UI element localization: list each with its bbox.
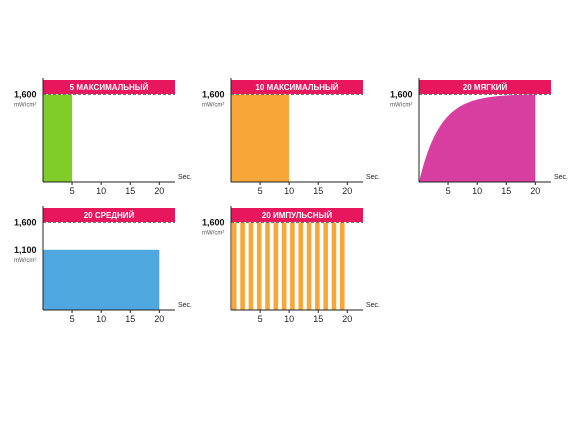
x-axis-label: Sec. [366, 302, 380, 309]
y-tick-label: 1,100 [14, 245, 37, 255]
y-tick-label: 1,600 [390, 89, 413, 99]
chart-title: 20 МЯГКИЙ [463, 83, 508, 92]
chart-panel: 5 МАКСИМАЛЬНЫЙ 5 10 15 20 Sec. 1,600 mW/cm² [14, 78, 192, 196]
x-tick-label: 10 [472, 186, 482, 196]
intensity-area [43, 94, 73, 182]
pulse-bar [281, 222, 287, 310]
chart-title: 20 ИМПУЛЬСНЫЙ [262, 211, 333, 220]
pulse-bar [290, 222, 295, 310]
intensity-area [419, 94, 536, 182]
chart-title-banner [43, 208, 175, 222]
x-tick-label: 5 [446, 186, 451, 196]
y-unit-label: mW/cm² [390, 102, 412, 108]
pulse-bar [298, 222, 304, 310]
y-tick-label: 1,600 [202, 217, 225, 227]
chart-title-banner [231, 208, 363, 222]
chart-panel: 10 МАКСИМАЛЬНЫЙ 5 10 15 20 Sec. 1,600 mW/cm² [202, 78, 380, 196]
pulse-bar [339, 222, 345, 310]
chart-panel: 20 МЯГКИЙ 5 10 15 20 Sec. 1,600 mW/cm² [390, 78, 568, 196]
pulse-bar [248, 222, 254, 310]
chart-title-banner [231, 80, 363, 94]
intensity-area [231, 94, 290, 182]
intensity-area [43, 249, 160, 310]
chart-title: 5 МАКСИМАЛЬНЫЙ [70, 83, 149, 92]
y-tick-label: 1,600 [202, 89, 225, 99]
x-tick-label: 20 [154, 186, 164, 196]
x-tick-label: 10 [96, 186, 106, 196]
pulse-bar [323, 222, 328, 310]
x-tick-label: 10 [284, 186, 294, 196]
x-tick-label: 5 [70, 186, 75, 196]
y-unit-label: mW/cm² [202, 102, 224, 108]
x-tick-label: 15 [313, 314, 323, 324]
x-tick-label: 15 [501, 186, 511, 196]
x-axis-label: Sec. [178, 302, 192, 309]
y-tick-label: 1,600 [14, 217, 37, 227]
chart-title: 10 МАКСИМАЛЬНЫЙ [255, 83, 338, 92]
x-tick-label: 10 [96, 314, 106, 324]
x-tick-label: 15 [125, 186, 135, 196]
y-unit-label: mW/cm² [14, 258, 36, 264]
pulse-bar [306, 222, 312, 310]
x-tick-label: 5 [258, 314, 263, 324]
chart-panel: 20 ИМПУЛЬСНЫЙ 5 10 15 20 Sec. 1,600 mW/cm² [202, 206, 380, 324]
x-tick-label: 20 [530, 186, 540, 196]
pulse-bar [232, 222, 237, 310]
x-tick-label: 15 [313, 186, 323, 196]
x-tick-label: 5 [70, 314, 75, 324]
x-tick-label: 15 [125, 314, 135, 324]
chart-panel: 20 СРЕДНИЙ 5 10 15 20 Sec. 1,600 1,100 mW/cm² [14, 206, 192, 324]
pulse-bar [240, 222, 245, 310]
x-tick-label: 20 [154, 314, 164, 324]
chart-title-banner [43, 80, 175, 94]
y-unit-label: mW/cm² [14, 102, 36, 108]
x-axis-label: Sec. [178, 174, 192, 181]
x-tick-label: 5 [258, 186, 263, 196]
x-axis-label: Sec. [366, 174, 380, 181]
y-tick-label: 1,600 [14, 89, 37, 99]
pulse-bar [273, 222, 279, 310]
x-tick-label: 20 [342, 186, 352, 196]
pulse-bar [315, 222, 320, 310]
chart-title: 20 СРЕДНИЙ [84, 211, 135, 220]
x-axis-label: Sec. [554, 174, 568, 181]
x-tick-label: 10 [284, 314, 294, 324]
pulse-bar [265, 222, 270, 310]
x-tick-label: 20 [342, 314, 352, 324]
y-unit-label: mW/cm² [202, 230, 224, 236]
chart-title-banner [419, 80, 551, 94]
pulse-bar [331, 222, 337, 310]
pulse-bar [256, 222, 262, 310]
